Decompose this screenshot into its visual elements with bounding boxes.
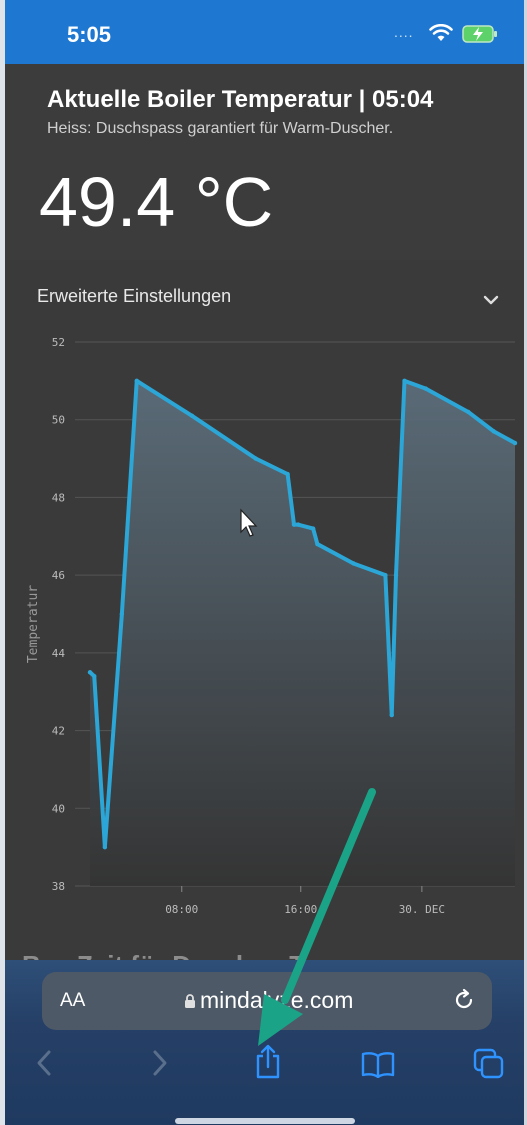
data-point	[189, 413, 195, 419]
data-point	[402, 378, 407, 384]
x-tick-label: 16:00	[284, 903, 317, 916]
share-button[interactable]	[253, 1044, 283, 1085]
bookmarks-button[interactable]	[361, 1050, 395, 1083]
data-point	[253, 456, 258, 461]
signal-dots: ....	[394, 24, 414, 40]
temperature-header: Aktuelle Boiler Temperatur | 05:04 Heiss…	[5, 64, 524, 260]
share-icon	[256, 1044, 280, 1079]
tabs-button[interactable]	[473, 1048, 505, 1085]
data-point	[285, 471, 290, 477]
advanced-settings-label: Erweiterte Einstellungen	[37, 286, 232, 306]
data-point	[291, 522, 297, 527]
book-icon	[361, 1052, 395, 1079]
data-point	[92, 673, 97, 679]
data-point	[383, 572, 388, 578]
address-bar[interactable]: AA mindalyze.com	[42, 972, 492, 1030]
y-tick-label: 46	[52, 569, 65, 582]
lock-icon	[184, 988, 196, 1015]
status-time: 5:05	[67, 22, 112, 47]
right-edge	[524, 0, 527, 1125]
temperature-reading: 49.4 °C	[39, 163, 274, 241]
mouse-cursor-icon	[240, 508, 258, 537]
page-subtitle: Heiss: Duschspass garantiert für Warm-Du…	[47, 120, 394, 137]
data-point	[491, 429, 496, 434]
tabs-icon	[473, 1048, 504, 1079]
data-point	[423, 386, 428, 391]
y-tick-label: 48	[52, 491, 65, 504]
reload-icon[interactable]	[452, 988, 476, 1017]
battery-charging-icon	[462, 25, 498, 48]
data-point	[315, 541, 320, 547]
status-bar: 5:05 ....	[5, 0, 524, 64]
data-point	[466, 409, 471, 415]
advanced-settings-toggle[interactable]: Erweiterte Einstellungen	[5, 262, 524, 330]
data-point	[393, 572, 399, 578]
chevron-down-icon[interactable]	[483, 292, 499, 310]
forward-button[interactable]	[149, 1048, 169, 1083]
x-tick-label: 08:00	[165, 903, 198, 916]
data-point	[119, 611, 125, 617]
data-point	[87, 670, 93, 675]
y-tick-label: 44	[52, 647, 66, 660]
y-axis-label: Temperatur	[26, 585, 41, 663]
page-title: Aktuelle Boiler Temperatur | 05:04	[47, 86, 434, 113]
y-tick-label: 42	[52, 725, 65, 738]
y-tick-label: 38	[52, 880, 65, 893]
x-tick-label: 30. DEC	[399, 903, 445, 916]
y-tick-label: 50	[52, 414, 65, 427]
y-tick-label: 40	[52, 802, 65, 815]
chart-svg: 52 50 48 46 44 42 40 38 08:00 16:00 30. DEC Tempera…	[26, 336, 518, 916]
data-point	[512, 440, 518, 446]
home-indicator	[175, 1118, 355, 1124]
back-button[interactable]	[35, 1048, 55, 1083]
wifi-icon	[429, 23, 453, 47]
data-point	[351, 561, 356, 566]
data-point	[310, 526, 316, 531]
url-display[interactable]: mindalyze.com	[184, 987, 353, 1015]
data-point	[389, 712, 394, 718]
series-area	[90, 380, 515, 886]
data-point	[134, 378, 139, 384]
temperature-chart: 52 50 48 46 44 42 40 38 08:00 16:00 30. DEC Tempera…	[5, 330, 524, 960]
reader-aa-button[interactable]: AA	[60, 990, 86, 1011]
left-edge	[0, 0, 5, 1125]
y-tick-label: 52	[52, 336, 65, 349]
data-point	[102, 844, 108, 850]
browser-toolbar-area: AA mindalyze.com	[5, 960, 524, 1125]
data-point	[296, 522, 301, 527]
url-text: mindalyze.com	[200, 987, 354, 1013]
